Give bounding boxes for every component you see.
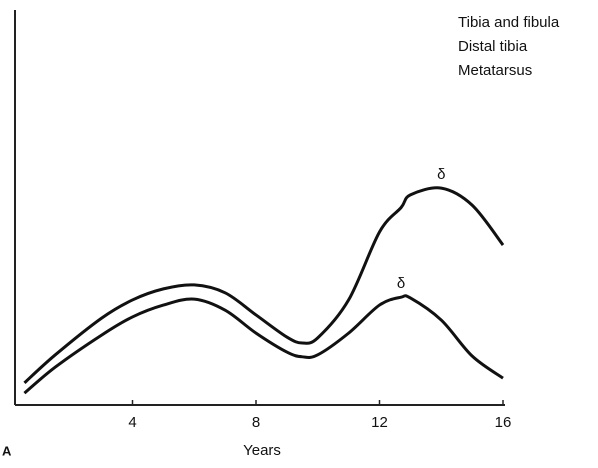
x-axis-label: Years [243,442,281,459]
panel-label: A [2,443,12,458]
x-tick-label: 8 [252,414,260,431]
legend-line: Tibia and fibula [458,14,560,31]
annotation: δ [437,166,445,183]
legend-line: Metatarsus [458,62,532,79]
x-tick-label: 16 [495,414,512,431]
x-tick-label: 12 [371,414,388,431]
line [23,294,504,395]
legend-line: Distal tibia [458,38,528,55]
line [23,186,505,384]
annotation: δ [397,275,405,292]
x-tick-label: 4 [128,414,136,431]
